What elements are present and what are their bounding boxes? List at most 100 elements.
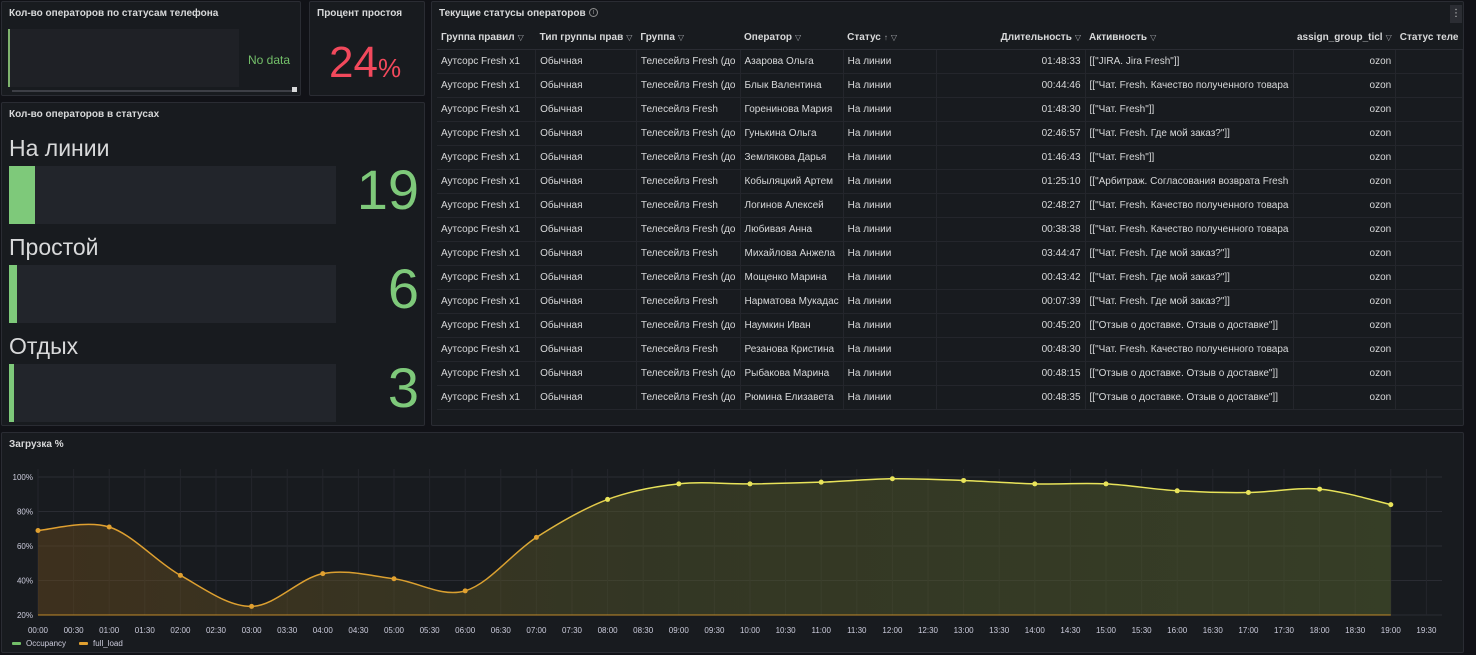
table-row[interactable]: Аутсорс Fresh x1 Обычная Телесейлз Fresh (… — [437, 385, 1463, 410]
filter-icon[interactable]: ▽ — [677, 32, 685, 42]
column-header[interactable]: Статус теле — [1395, 26, 1463, 50]
column-header[interactable]: Тип группы прав ▽ — [535, 26, 637, 50]
x-tick-label: 01:30 — [135, 626, 156, 635]
table-cell: ozon — [1293, 97, 1397, 122]
panel-menu-icon[interactable]: ⋮ — [1450, 5, 1462, 23]
column-header[interactable]: Группа ▽ — [636, 26, 740, 50]
legend-occupancy[interactable]: Occupancy — [12, 639, 66, 648]
table-row[interactable]: Аутсорс Fresh x1 Обычная Телесейлз Fresh (… — [437, 145, 1463, 170]
table-row[interactable]: Аутсорс Fresh x1 Обычная Телесейлз Fresh (… — [437, 49, 1463, 74]
column-header-label: Статус теле — [1399, 31, 1459, 43]
occupancy-point — [747, 481, 753, 487]
x-tick-label: 14:00 — [1025, 626, 1046, 635]
table-cell — [1395, 289, 1463, 314]
operators-by-status-title: Кол-во операторов в статусах — [9, 109, 160, 120]
table-cell: Рюмина Елизавета — [740, 385, 844, 410]
load-chart-panel: Загрузка % 20% 40% 60% 80% 100% 00:00 00:30 01:… — [1, 432, 1464, 653]
x-tick-label: 00:00 — [28, 626, 49, 635]
table-row[interactable]: Аутсорс Fresh x1 Обычная Телесейлз Fresh Ми… — [437, 241, 1463, 266]
table-cell: Горенинова Мария — [740, 97, 844, 122]
table-row[interactable]: Аутсорс Fresh x1 Обычная Телесейлз Fresh На… — [437, 289, 1463, 314]
column-header-label: Группа правил — [441, 31, 515, 43]
column-header[interactable]: Статус ↑ ▽ — [843, 26, 937, 50]
table-cell: Телесейлз Fresh (до — [636, 145, 741, 170]
table-cell — [1395, 97, 1463, 122]
column-header[interactable]: Оператор ▽ — [740, 26, 844, 50]
table-cell: Телесейлз Fresh (до — [636, 313, 741, 338]
table-row[interactable]: Аутсорс Fresh x1 Обычная Телесейлз Fresh Ре… — [437, 337, 1463, 362]
table-cell: Землякова Дарья — [740, 145, 844, 170]
table-cell: На линии — [843, 49, 938, 74]
filter-icon[interactable]: ▽ — [1150, 32, 1157, 42]
occupancy-point — [249, 603, 255, 609]
table-cell: [["Отзыв о доставке. Отзыв о доставке"]] — [1085, 361, 1294, 386]
table-cell: ozon — [1293, 73, 1397, 98]
table-cell: Резанова Кристина — [740, 337, 844, 362]
status-row-label: Простой — [9, 234, 99, 260]
table-cell — [1395, 73, 1463, 98]
table-cell: Обычная — [535, 73, 637, 98]
table-cell: Телесейлз Fresh (до — [636, 361, 741, 386]
table-row[interactable]: Аутсорс Fresh x1 Обычная Телесейлз Fresh (… — [437, 73, 1463, 98]
column-header[interactable]: Группа правил ▽ — [437, 26, 536, 50]
occupancy-point — [320, 571, 326, 577]
table-cell: 02:48:27 — [936, 193, 1086, 218]
table-row[interactable]: Аутсорс Fresh x1 Обычная Телесейлз Fresh (… — [437, 265, 1463, 290]
y-tick-label: 60% — [17, 542, 33, 551]
filter-icon[interactable]: ▽ — [1074, 32, 1082, 42]
x-tick-label: 08:00 — [598, 626, 619, 635]
column-header[interactable]: Активность ▽ — [1085, 26, 1293, 50]
sort-asc-icon[interactable]: ↑ — [883, 32, 888, 42]
legend-full-load[interactable]: full_load — [79, 639, 123, 648]
scrollbar-handle[interactable] — [292, 87, 297, 92]
x-tick-label: 14:30 — [1060, 626, 1081, 635]
table-cell — [1395, 193, 1463, 218]
table-cell: Телесейлз Fresh — [636, 289, 741, 314]
x-tick-label: 03:00 — [242, 626, 263, 635]
table-cell: [["Чат. Fresh. Где мой заказ?"]] — [1085, 265, 1294, 290]
table-cell: Аутсорс Fresh x1 — [437, 49, 537, 74]
table-row[interactable]: Аутсорс Fresh x1 Обычная Телесейлз Fresh (… — [437, 217, 1463, 242]
table-cell: Аутсорс Fresh x1 — [437, 265, 537, 290]
table-cell: ozon — [1293, 385, 1397, 410]
table-row[interactable]: Аутсорс Fresh x1 Обычная Телесейлз Fresh (… — [437, 313, 1463, 338]
column-header[interactable]: assign_group_ticl ▽ — [1293, 26, 1396, 50]
status-row-value: 6 — [387, 257, 419, 320]
info-icon[interactable]: i — [589, 8, 598, 17]
filter-icon[interactable]: ▽ — [795, 32, 802, 42]
table-header-row: Группа правил ▽ Тип группы прав ▽ Группа ▽ Опе… — [437, 26, 1463, 50]
table-cell: Обычная — [535, 169, 637, 194]
load-chart: 20% 40% 60% 80% 100% 00:00 00:30 01:00 01:30 02:0… — [13, 469, 1442, 635]
table-cell: Азарова Ольга — [740, 49, 844, 74]
table-cell: Обычная — [535, 241, 637, 266]
table-cell: Обычная — [535, 265, 637, 290]
occupancy-point — [533, 534, 539, 540]
column-header-label: assign_group_ticl — [1297, 31, 1383, 43]
occupancy-point — [1388, 502, 1394, 508]
table-cell: На линии — [843, 289, 938, 314]
table-row[interactable]: Аутсорс Fresh x1 Обычная Телесейлз Fresh (… — [437, 361, 1463, 386]
x-tick-label: 19:30 — [1416, 626, 1437, 635]
table-cell: Аутсорс Fresh x1 — [437, 385, 537, 410]
phone-status-sparkline — [8, 29, 239, 87]
table-row[interactable]: Аутсорс Fresh x1 Обычная Телесейлз Fresh (… — [437, 121, 1463, 146]
filter-icon[interactable]: ▽ — [1385, 32, 1392, 42]
occupancy-point — [1245, 490, 1251, 496]
column-header[interactable]: Длительность ▽ — [936, 26, 1086, 50]
table-cell: На линии — [843, 217, 938, 242]
table-cell — [1395, 337, 1463, 362]
filter-icon[interactable]: ▽ — [890, 32, 897, 42]
filter-icon[interactable]: ▽ — [517, 32, 524, 42]
table-row[interactable]: Аутсорс Fresh x1 Обычная Телесейлз Fresh Ко… — [437, 169, 1463, 194]
table-cell — [1395, 385, 1463, 410]
x-tick-label: 19:00 — [1381, 626, 1402, 635]
x-tick-label: 18:30 — [1345, 626, 1366, 635]
table-row[interactable]: Аутсорс Fresh x1 Обычная Телесейлз Fresh Ло… — [437, 193, 1463, 218]
table-row[interactable]: Аутсорс Fresh x1 Обычная Телесейлз Fresh Го… — [437, 97, 1463, 122]
table-cell: Наумкин Иван — [740, 313, 844, 338]
table-cell: Телесейлз Fresh (до — [636, 121, 741, 146]
filter-icon[interactable]: ▽ — [626, 32, 633, 42]
table-cell: Рыбакова Марина — [740, 361, 844, 386]
horizontal-scrollbar[interactable] — [12, 90, 292, 92]
x-tick-label: 11:00 — [811, 626, 831, 635]
